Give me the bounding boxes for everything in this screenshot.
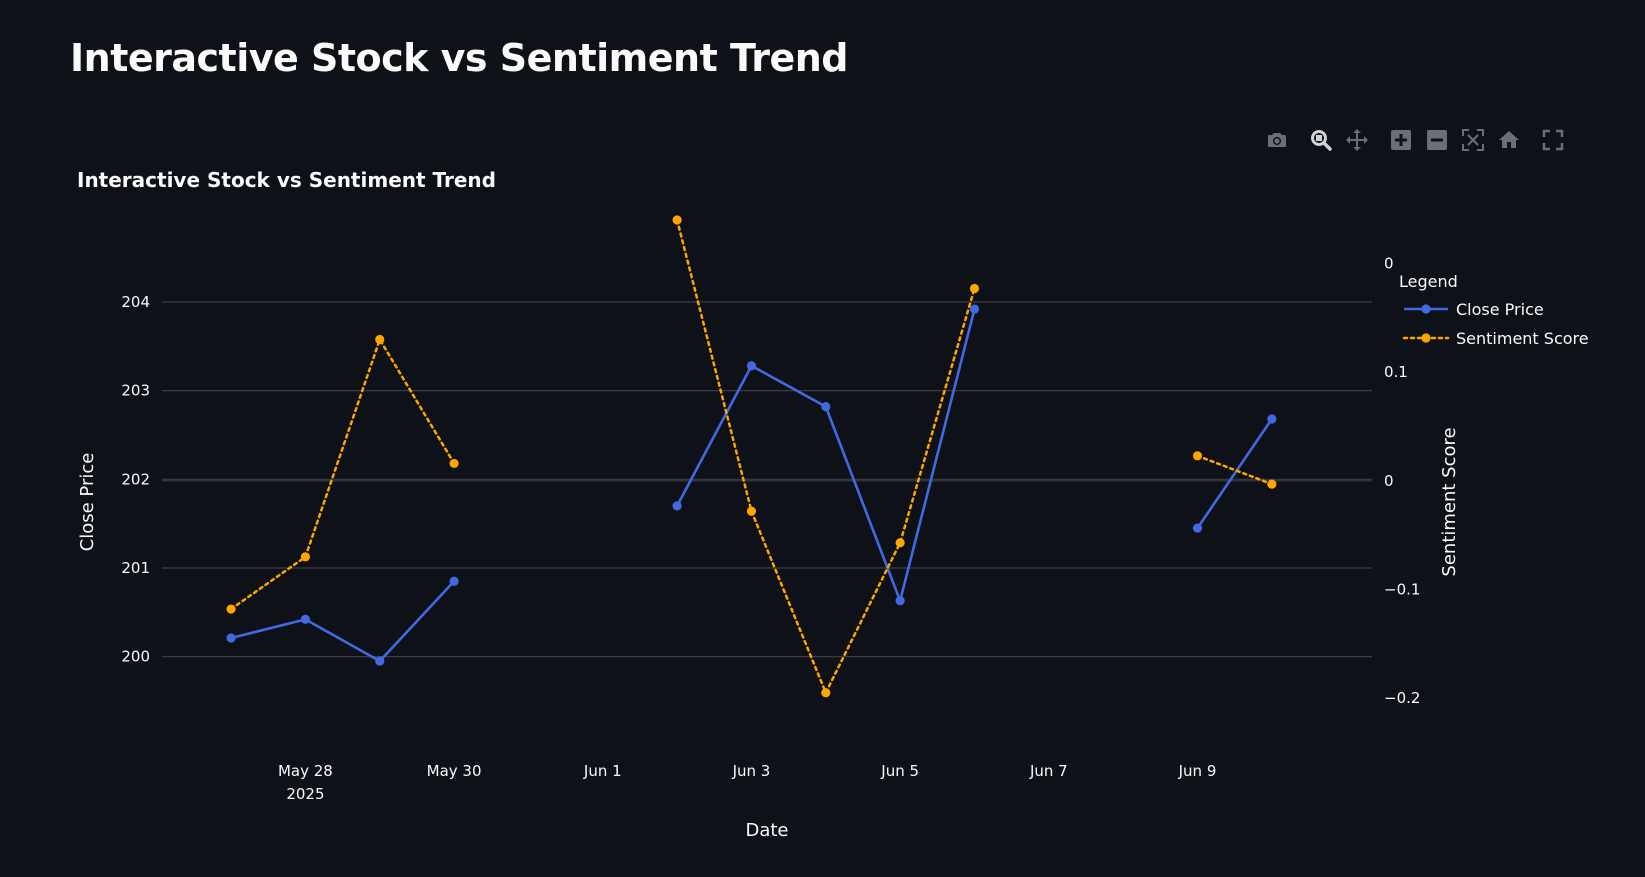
close-price-line	[675, 308, 976, 603]
y-tick-label: 204	[121, 293, 150, 311]
sentiment-score-point	[1192, 451, 1203, 461]
close-price-point	[300, 614, 311, 625]
close-price-point	[821, 402, 831, 412]
page-title: Interactive Stock vs Sentiment Trend	[70, 36, 849, 80]
close-price-point	[1192, 523, 1203, 533]
y2-tick-label: −0.1	[1384, 580, 1420, 598]
y2-tick-label: 0.1	[1384, 363, 1408, 381]
x-tick-label: Jun 5	[880, 762, 919, 780]
close-price-line	[1196, 418, 1273, 529]
chart-modebar	[1262, 124, 1574, 156]
legend-label-sentiment-score: Sentiment Score	[1456, 329, 1589, 348]
close-price-point	[375, 656, 385, 666]
close-price-point	[746, 361, 757, 371]
y-tick-label: 200	[121, 648, 150, 666]
sentiment-score-point	[375, 334, 385, 345]
y2-tick-label: 0	[1384, 254, 1394, 272]
x-tick-label: May 28	[278, 762, 333, 780]
pan-icon[interactable]	[1342, 125, 1372, 155]
x-tick-label: May 30	[427, 762, 482, 780]
x-tick-label: Jun 7	[1029, 762, 1068, 780]
legend-label-close-price: Close Price	[1456, 300, 1544, 319]
y-tick-label: 202	[121, 470, 150, 488]
sentiment-score-point	[821, 688, 831, 698]
y-tick-label: 203	[121, 382, 150, 400]
sentiment-score-point	[1267, 479, 1277, 489]
sentiment-score-point	[300, 552, 311, 562]
zoom-in-icon[interactable]	[1386, 125, 1416, 155]
fullscreen-icon[interactable]	[1538, 125, 1568, 155]
sentiment-score-point	[449, 458, 459, 469]
y2-axis-title: Sentiment Score	[1439, 427, 1460, 576]
close-price-point	[969, 304, 980, 314]
y2-tick-label: −0.2	[1384, 689, 1420, 707]
zoom-out-icon[interactable]	[1422, 125, 1452, 155]
sentiment-score-point	[969, 283, 980, 294]
sentiment-score-point	[895, 538, 905, 548]
legend-title: Legend	[1399, 272, 1458, 291]
sentiment-score-point	[672, 215, 682, 225]
sentiment-score-line	[229, 338, 456, 611]
x-tick-sublabel: 2025	[286, 785, 324, 803]
sentiment-score-line	[1196, 454, 1274, 486]
sentiment-score-line	[675, 218, 976, 694]
close-price-point	[1267, 414, 1277, 424]
close-price-point	[672, 501, 682, 511]
sentiment-score-point	[746, 506, 757, 516]
x-tick-label: Jun 3	[732, 762, 771, 780]
zoom-icon[interactable]	[1306, 125, 1336, 155]
home-icon[interactable]	[1494, 125, 1524, 155]
x-tick-label: Jun 1	[583, 762, 622, 780]
y-tick-label: 201	[121, 559, 150, 577]
close-price-line	[230, 580, 456, 663]
y2-tick-label: 0	[1384, 472, 1394, 490]
close-price-point	[226, 633, 236, 643]
sentiment-score-point	[226, 604, 236, 614]
legend-marker-sentiment-score	[1421, 333, 1431, 343]
x-axis-title: Date	[745, 820, 788, 841]
x-tick-label: Jun 9	[1178, 762, 1217, 780]
legend-marker-close-price	[1421, 304, 1431, 314]
y-axis-title: Close Price	[77, 453, 98, 552]
autoscale-icon[interactable]	[1458, 125, 1488, 155]
chart-title: Interactive Stock vs Sentiment Trend	[77, 168, 496, 192]
close-price-point	[449, 576, 459, 586]
close-price-point	[895, 596, 905, 606]
camera-icon[interactable]	[1262, 125, 1292, 155]
